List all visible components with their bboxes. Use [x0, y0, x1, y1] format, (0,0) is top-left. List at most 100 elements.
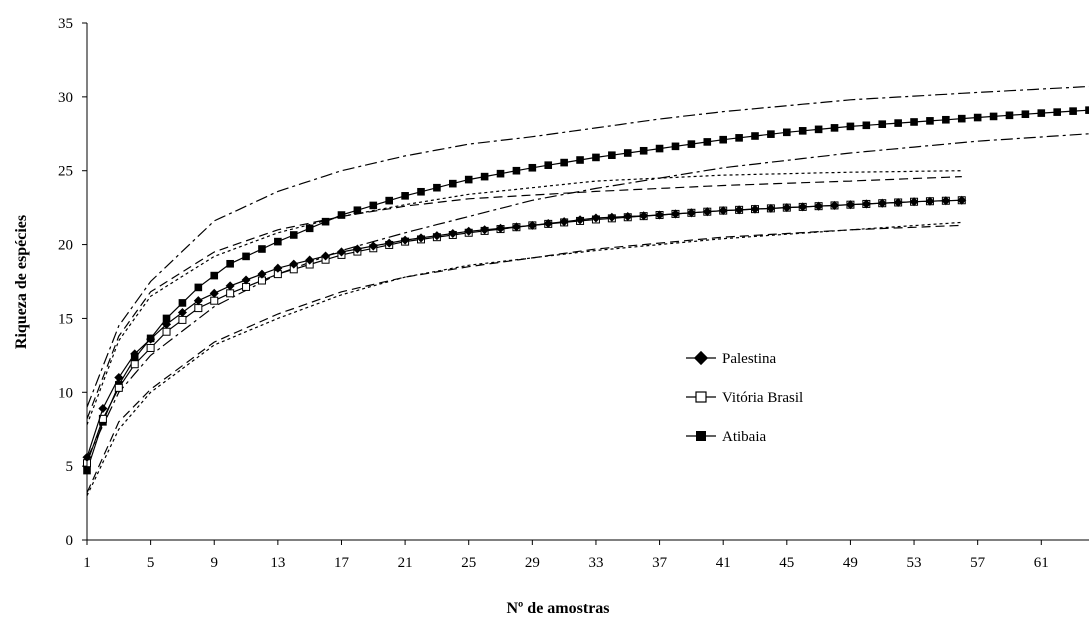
data-point-atibaia [576, 156, 584, 164]
data-point-atibaia [1053, 108, 1061, 116]
x-tick-label: 25 [461, 555, 476, 571]
x-tick-label: 33 [588, 555, 603, 571]
x-axis-title: Nº de amostras [506, 600, 609, 617]
data-point-palestina [448, 228, 458, 239]
data-point-palestina [527, 220, 537, 230]
data-point-atibaia [973, 113, 982, 122]
data-point-vitoria-brasil [210, 296, 219, 305]
series-vitoria-brasil [83, 196, 966, 468]
data-point-atibaia [258, 245, 266, 253]
series-layer [82, 106, 1089, 475]
data-point-atibaia [305, 224, 314, 233]
x-tick-label: 41 [716, 555, 731, 571]
data-point-atibaia [337, 211, 346, 219]
data-point-atibaia [544, 161, 553, 169]
data-point-atibaia [528, 163, 537, 172]
y-tick-label: 25 [58, 164, 73, 180]
data-point-atibaia [989, 112, 998, 121]
data-point-atibaia [274, 237, 282, 246]
data-point-atibaia [798, 127, 807, 135]
data-point-atibaia [1069, 107, 1077, 115]
data-point-atibaia [751, 132, 759, 140]
y-axis-title: Riqueza de espécies [13, 215, 30, 349]
data-point-atibaia [830, 124, 839, 132]
data-point-vitoria-brasil [194, 304, 203, 313]
ci-line-lower-vitória-brasil [86, 221, 962, 496]
series-line-vitoria-brasil [86, 199, 962, 464]
data-point-palestina [861, 199, 871, 209]
legend-label-palestina: Palestina [722, 351, 776, 367]
y-tick-label: 15 [58, 311, 73, 327]
data-point-atibaia [957, 114, 966, 123]
data-point-atibaia [592, 153, 600, 162]
data-point-atibaia [703, 138, 712, 146]
legend-marker-atibaia [696, 431, 706, 441]
data-point-atibaia [1021, 110, 1030, 119]
data-point-atibaia [894, 119, 902, 127]
series-line-atibaia [86, 109, 1089, 471]
ci-line-upper-vitória-brasil [86, 170, 962, 426]
y-tick-label: 10 [58, 385, 73, 401]
data-point-palestina [193, 296, 203, 306]
x-tick-label: 53 [907, 555, 922, 571]
data-point-atibaia [162, 314, 171, 323]
data-point-palestina [607, 212, 617, 222]
data-point-atibaia [846, 122, 855, 131]
data-point-atibaia [1085, 106, 1089, 114]
data-point-vitoria-brasil [130, 360, 139, 369]
legend-entry-vitoria-brasil: Vitória Brasil [686, 390, 803, 406]
data-point-palestina [146, 334, 156, 344]
data-point-atibaia [385, 196, 393, 205]
data-point-atibaia [687, 140, 696, 148]
ci-line-lower-palestina [86, 224, 962, 493]
x-tick-label: 21 [398, 555, 413, 571]
y-tick-label: 20 [58, 238, 73, 254]
x-tick-label: 5 [147, 555, 155, 571]
data-point-vitoria-brasil [226, 289, 235, 298]
data-point-palestina [495, 223, 506, 233]
data-point-atibaia [767, 130, 775, 138]
legend-entry-atibaia: Atibaia [686, 429, 766, 445]
data-point-atibaia [289, 231, 298, 239]
data-point-atibaia [512, 166, 521, 175]
data-point-atibaia [942, 115, 950, 124]
data-point-atibaia [926, 117, 934, 125]
legend: Palestina Vitória Brasil Atibaia [686, 350, 803, 445]
data-point-atibaia [655, 144, 664, 153]
x-tick-label: 29 [525, 555, 540, 571]
data-point-atibaia [862, 121, 871, 130]
data-point-atibaia [194, 283, 203, 292]
data-point-vitoria-brasil [114, 383, 123, 392]
legend-marker-palestina [693, 350, 709, 366]
data-point-atibaia [496, 169, 505, 178]
data-point-palestina [734, 205, 744, 215]
data-point-atibaia [1005, 111, 1014, 120]
y-tick-label: 0 [66, 533, 74, 549]
x-tick-label: 61 [1034, 555, 1049, 571]
y-tick-label: 35 [58, 16, 73, 32]
confidence-interval-lines [86, 85, 1089, 496]
data-point-atibaia [480, 172, 489, 181]
data-point-atibaia [464, 175, 473, 184]
legend-entry-palestina: Palestina [686, 350, 776, 367]
data-point-atibaia [560, 158, 568, 167]
x-tick-label: 17 [334, 555, 350, 571]
data-point-palestina [130, 349, 140, 359]
x-tick-label: 13 [270, 555, 285, 571]
data-point-atibaia [608, 151, 616, 160]
x-tick-label: 57 [970, 555, 986, 571]
data-point-atibaia [242, 252, 250, 261]
legend-label-vitoria-brasil: Vitória Brasil [722, 390, 803, 406]
data-point-palestina [161, 319, 172, 329]
data-point-atibaia [623, 149, 632, 157]
x-tick-label: 49 [843, 555, 858, 571]
data-point-atibaia [433, 183, 441, 192]
x-tick-label: 45 [779, 555, 794, 571]
data-point-palestina [814, 201, 824, 211]
ci-line-upper-atibaia [86, 85, 1089, 408]
data-point-vitoria-brasil [162, 327, 171, 336]
x-tick-label: 1 [83, 555, 91, 571]
data-point-atibaia [719, 135, 727, 144]
data-point-atibaia [1037, 109, 1046, 117]
data-point-atibaia [210, 271, 219, 280]
